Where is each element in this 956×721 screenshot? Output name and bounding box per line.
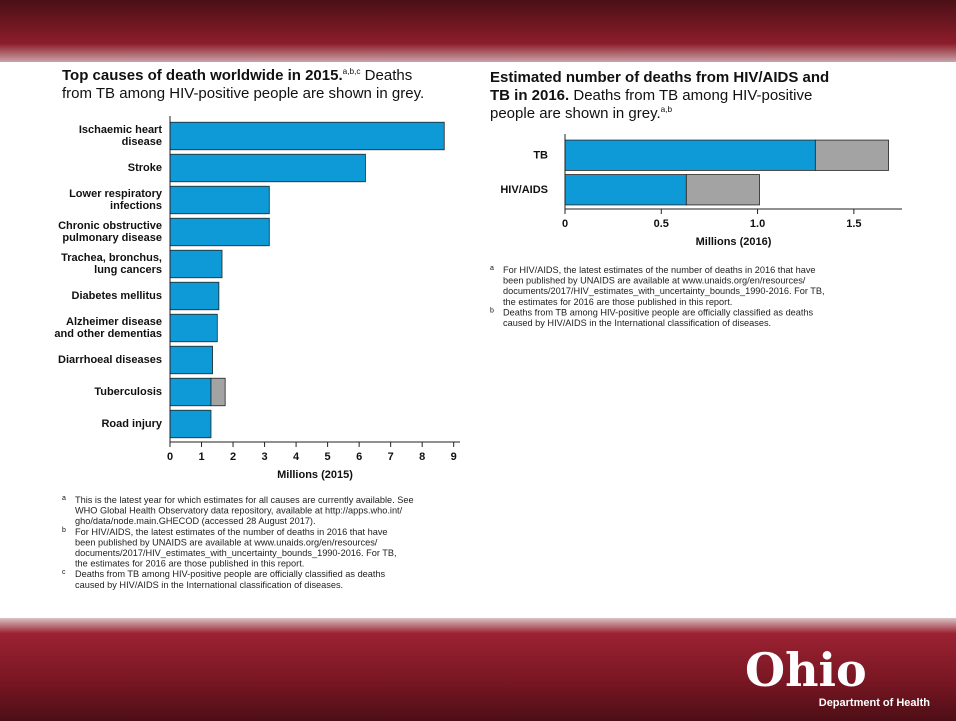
x-axis-title: Millions (2015) — [277, 469, 353, 481]
x-tick-label: 0.5 — [654, 218, 669, 230]
title-superscript: a,b,c — [343, 67, 361, 76]
footnote-text: Deaths from TB among HIV-positive people… — [75, 569, 386, 590]
bar-segment — [169, 313, 218, 343]
bottom-band — [0, 618, 956, 721]
x-tick-label: 0 — [562, 218, 568, 230]
category-label: Ischaemic heart disease — [79, 124, 162, 148]
chart-title: Deaths from TB among HIV-positive people … — [62, 67, 424, 102]
bar-segment — [169, 249, 223, 279]
footnote-marker: a — [62, 495, 66, 502]
bar-segment — [169, 153, 366, 183]
bar-segment — [814, 139, 889, 171]
x-tick-label: 0 — [167, 451, 173, 463]
bar-segment — [685, 174, 760, 206]
footnote-marker: a — [490, 265, 494, 272]
footnote-text: This is the latest year for which estima… — [75, 495, 414, 526]
bar-segment — [169, 217, 270, 247]
x-axis-title: Millions (2016) — [696, 236, 772, 248]
bar-segment — [210, 377, 226, 407]
chart-title: Deaths from TB among HIV-positive people … — [490, 87, 812, 122]
top-band — [0, 0, 956, 62]
category-label: Alzheimer disease and other dementias — [54, 316, 162, 340]
footnote-marker: b — [490, 307, 494, 314]
category-label: Diabetes mellitus — [72, 290, 162, 302]
chart-title: Top causes of death worldwide in 2015. — [62, 67, 343, 84]
x-tick-label: 5 — [325, 451, 331, 463]
logo-subtitle: Department of Health — [819, 697, 931, 709]
x-tick-label: 3 — [262, 451, 268, 463]
x-tick-label: 4 — [293, 451, 300, 463]
x-tick-label: 1.5 — [846, 218, 861, 230]
x-tick-label: 2 — [230, 451, 236, 463]
logo-name: Ohio — [745, 643, 867, 697]
category-label: Road injury — [101, 418, 162, 430]
footnote-marker: b — [62, 527, 66, 534]
bar-segment — [169, 409, 212, 439]
category-label: Trachea, bronchus, lung cancers — [61, 252, 162, 276]
category-label: Diarrhoeal diseases — [58, 354, 162, 366]
chart-title: Estimated number of deaths from HIV/AIDS… — [490, 69, 829, 104]
category-label: Chronic obstructive pulmonary disease — [58, 220, 162, 244]
bar-segment — [564, 174, 687, 206]
bar-segment — [169, 281, 220, 311]
bar-segment — [169, 121, 445, 151]
category-label: Stroke — [128, 162, 162, 174]
category-label: Tuberculosis — [94, 386, 162, 398]
category-label: TB — [533, 149, 548, 161]
bar-segment — [169, 377, 212, 407]
footnote-text: Deaths from TB among HIV-positive people… — [503, 307, 814, 328]
x-tick-label: 6 — [356, 451, 362, 463]
category-label: Lower respiratory infections — [69, 188, 163, 212]
footnote-text: For HIV/AIDS, the latest estimates of th… — [75, 527, 397, 569]
x-tick-label: 8 — [419, 451, 425, 463]
footnote-text: For HIV/AIDS, the latest estimates of th… — [503, 265, 825, 307]
footnote-marker: c — [62, 569, 66, 576]
x-tick-label: 1 — [198, 451, 204, 463]
x-tick-label: 1.0 — [750, 218, 765, 230]
title-superscript: a,b — [661, 105, 673, 114]
bar-segment — [564, 139, 816, 171]
bar-segment — [169, 345, 213, 375]
category-label: HIV/AIDS — [500, 184, 548, 196]
x-tick-label: 9 — [451, 451, 457, 463]
x-tick-label: 7 — [388, 451, 394, 463]
bar-segment — [169, 185, 270, 215]
